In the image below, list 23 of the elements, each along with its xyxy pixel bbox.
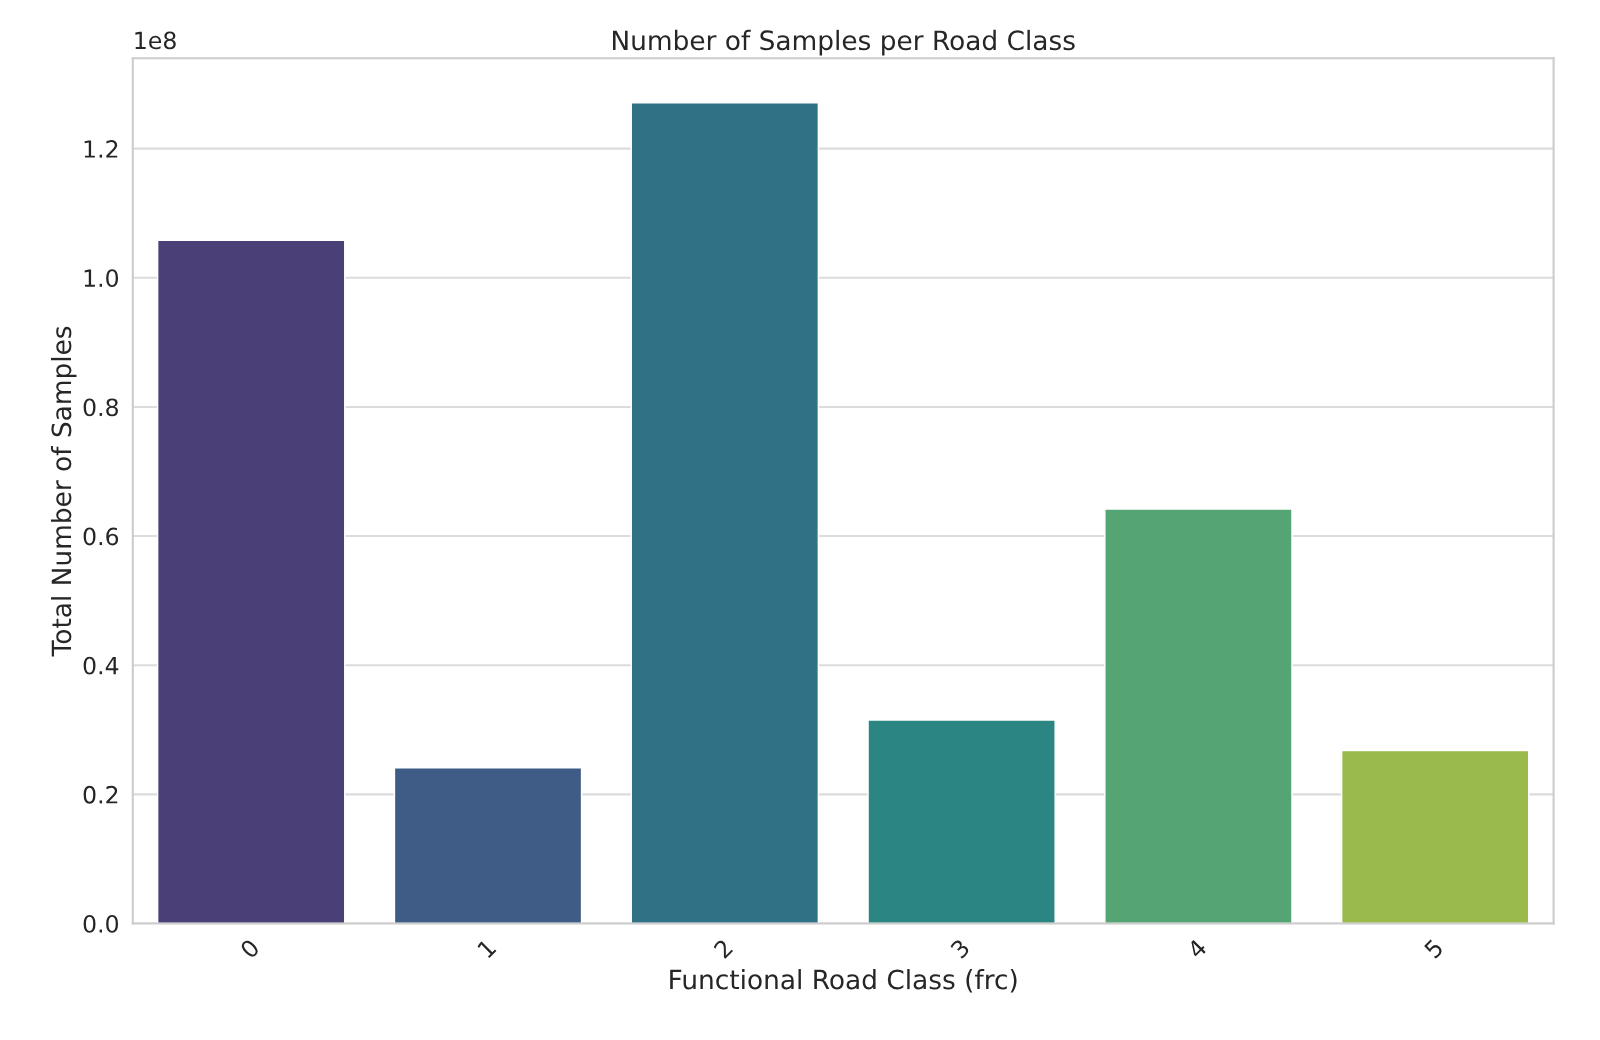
bar: [393, 767, 583, 924]
x-tick-label: 4: [1186, 938, 1208, 960]
y-tick-label: 0.4: [83, 656, 119, 675]
y-tick-label: 0.8: [83, 398, 118, 417]
y-tick-label: 1.0: [84, 269, 119, 288]
y-axis-title: Total Number of Samples: [50, 326, 77, 657]
x-tick-label: 1: [476, 938, 497, 959]
y-tick-label: 1.2: [84, 140, 118, 158]
bar: [867, 719, 1056, 924]
text: 1e8: [135, 31, 176, 50]
x-axis-title: Functional Road Class (frc): [670, 969, 1017, 993]
bar: [1104, 508, 1293, 924]
bar: [1340, 749, 1530, 924]
y-tick-label: 0.6: [83, 527, 119, 546]
chart-title: Number of Samples per Road Class: [613, 29, 1075, 56]
x-tick-label: 3: [949, 938, 971, 959]
y-tick-label: 0.2: [83, 785, 118, 804]
x-tick-label: 0: [239, 938, 261, 960]
bar: [156, 239, 346, 924]
x-tick-label: 5: [1423, 938, 1444, 959]
x-tick-label: 2: [712, 938, 734, 959]
y-tick-label: 0.0: [83, 914, 119, 933]
bar: [630, 102, 820, 924]
